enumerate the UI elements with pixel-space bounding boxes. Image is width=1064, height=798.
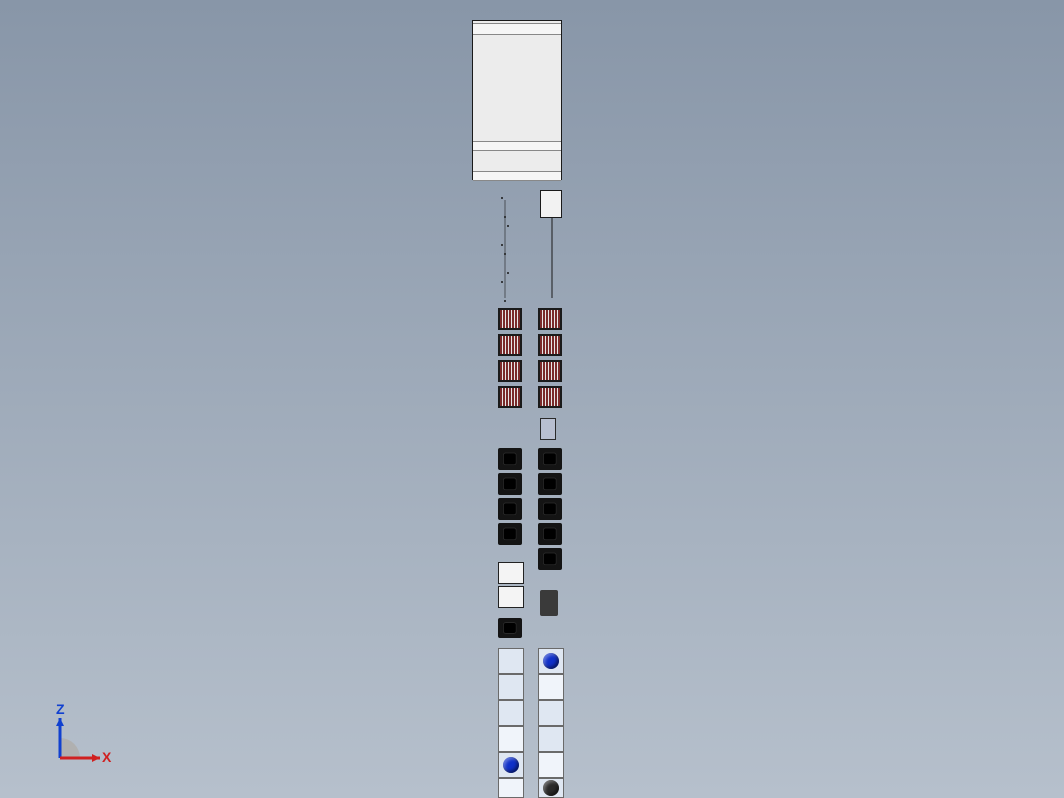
terminal-block[interactable] [498, 648, 524, 674]
enclosure-rail [473, 23, 561, 35]
terminal-block[interactable] [498, 700, 524, 726]
relay-module[interactable] [498, 523, 522, 545]
heatsink-module[interactable] [498, 386, 522, 408]
terminal-block[interactable] [538, 752, 564, 778]
heatsink-module[interactable] [538, 308, 562, 330]
terminal-block[interactable] [498, 726, 524, 752]
heatsink-module[interactable] [538, 386, 562, 408]
relay-module[interactable] [538, 548, 562, 570]
terminal-block[interactable] [498, 778, 524, 798]
spacer-bar[interactable] [540, 418, 556, 440]
connector-block[interactable] [540, 190, 562, 218]
heatsink-module[interactable] [498, 360, 522, 382]
enclosure-rail [473, 171, 561, 181]
relay-module[interactable] [498, 498, 522, 520]
terminal-block[interactable] [538, 778, 564, 798]
terminal-knob[interactable] [503, 757, 519, 773]
relay-module[interactable] [538, 473, 562, 495]
heatsink-module[interactable] [538, 334, 562, 356]
terminal-block[interactable] [538, 674, 564, 700]
heatsink-module[interactable] [498, 334, 522, 356]
blank-module[interactable] [498, 586, 524, 608]
enclosure[interactable] [472, 20, 562, 180]
heatsink-module[interactable] [538, 360, 562, 382]
terminal-block[interactable] [538, 726, 564, 752]
blank-module[interactable] [498, 562, 524, 584]
terminal-block[interactable] [538, 700, 564, 726]
terminal-knob[interactable] [543, 653, 559, 669]
relay-module[interactable] [498, 618, 522, 638]
enclosure-rail [473, 141, 561, 151]
terminal-knob[interactable] [543, 780, 559, 796]
relay-module[interactable] [538, 448, 562, 470]
relay-module[interactable] [498, 448, 522, 470]
terminal-block[interactable] [498, 674, 524, 700]
heatsink-module[interactable] [498, 308, 522, 330]
relay-module[interactable] [538, 523, 562, 545]
relay-module[interactable] [498, 473, 522, 495]
terminal-block[interactable] [498, 752, 524, 778]
grey-module[interactable] [540, 590, 558, 616]
cad-viewport[interactable] [0, 0, 1064, 798]
terminal-block[interactable] [538, 648, 564, 674]
relay-module[interactable] [538, 498, 562, 520]
